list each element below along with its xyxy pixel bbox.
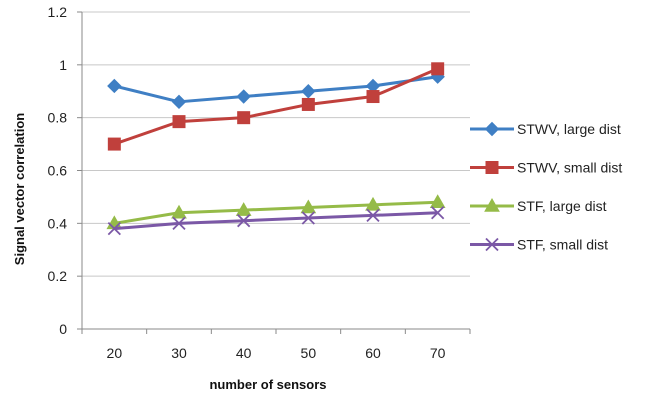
- legend: STWV, large dist STWV, small dist STF, lar…: [470, 121, 622, 253]
- legend-marker: [485, 161, 499, 174]
- series-line: [113, 67, 439, 146]
- data-point: [107, 221, 121, 236]
- x-tick-label: 40: [236, 345, 252, 361]
- y-tick-label: 0.2: [48, 268, 68, 284]
- data-point: [366, 208, 380, 223]
- legend-marker: [484, 121, 500, 137]
- data-point: [172, 216, 186, 230]
- x-axis-label: number of sensors: [209, 377, 326, 392]
- data-point: [431, 206, 445, 220]
- x-tick-label: 60: [365, 345, 381, 361]
- x-tick-label: 50: [301, 345, 317, 361]
- y-tick-label: 0.6: [48, 163, 68, 179]
- y-tick-label: 0.4: [48, 215, 68, 231]
- legend-item: STWV, large dist: [470, 121, 621, 137]
- data-point: [235, 202, 252, 216]
- data-point: [366, 90, 380, 104]
- x-tick-labels: 20 30 40 50 60 70: [107, 345, 446, 361]
- legend-label: STWV, large dist: [517, 121, 621, 137]
- data-point: [301, 211, 315, 225]
- legend-marker: [484, 197, 500, 212]
- series-line: [114, 200, 438, 225]
- data-point: [431, 62, 445, 76]
- data-point: [171, 204, 187, 219]
- data-point: [301, 84, 316, 99]
- data-point: [107, 78, 122, 94]
- y-tick-label: 1.2: [48, 4, 68, 20]
- series-4: [107, 206, 445, 236]
- legend-item: STF, small dist: [470, 237, 608, 253]
- data-point: [429, 194, 446, 208]
- legend-item: STWV, small dist: [470, 160, 622, 176]
- y-axis-label: Signal vector correlation: [12, 113, 27, 265]
- data-point: [172, 115, 186, 129]
- legend-item: STF, large dist: [470, 197, 607, 214]
- x-tick-label: 20: [107, 345, 123, 361]
- y-tick-label: 0.8: [48, 110, 68, 126]
- axes: [77, 11, 471, 334]
- data-point: [365, 196, 381, 211]
- series-line: [113, 75, 438, 104]
- data-point: [237, 214, 251, 228]
- data-point: [300, 199, 317, 214]
- data-point: [171, 94, 187, 110]
- series-line: [114, 211, 438, 231]
- data-point: [301, 97, 315, 111]
- y-tick-labels: 0 0.2 0.4 0.6 0.8 1 1.2: [48, 4, 68, 337]
- data-point: [236, 89, 251, 104]
- legend-marker: [485, 237, 499, 252]
- data-point: [237, 111, 251, 125]
- data-point: [107, 137, 121, 151]
- series-group: [106, 62, 446, 236]
- legend-label: STF, small dist: [517, 237, 608, 253]
- gridlines: [82, 11, 470, 277]
- x-tick-label: 30: [171, 345, 187, 361]
- y-tick-label: 1: [59, 57, 67, 73]
- legend-label: STWV, small dist: [517, 160, 622, 176]
- series-2: [107, 62, 445, 151]
- x-tick-label: 70: [430, 345, 446, 361]
- legend-label: STF, large dist: [517, 198, 607, 214]
- y-tick-label: 0: [59, 321, 67, 337]
